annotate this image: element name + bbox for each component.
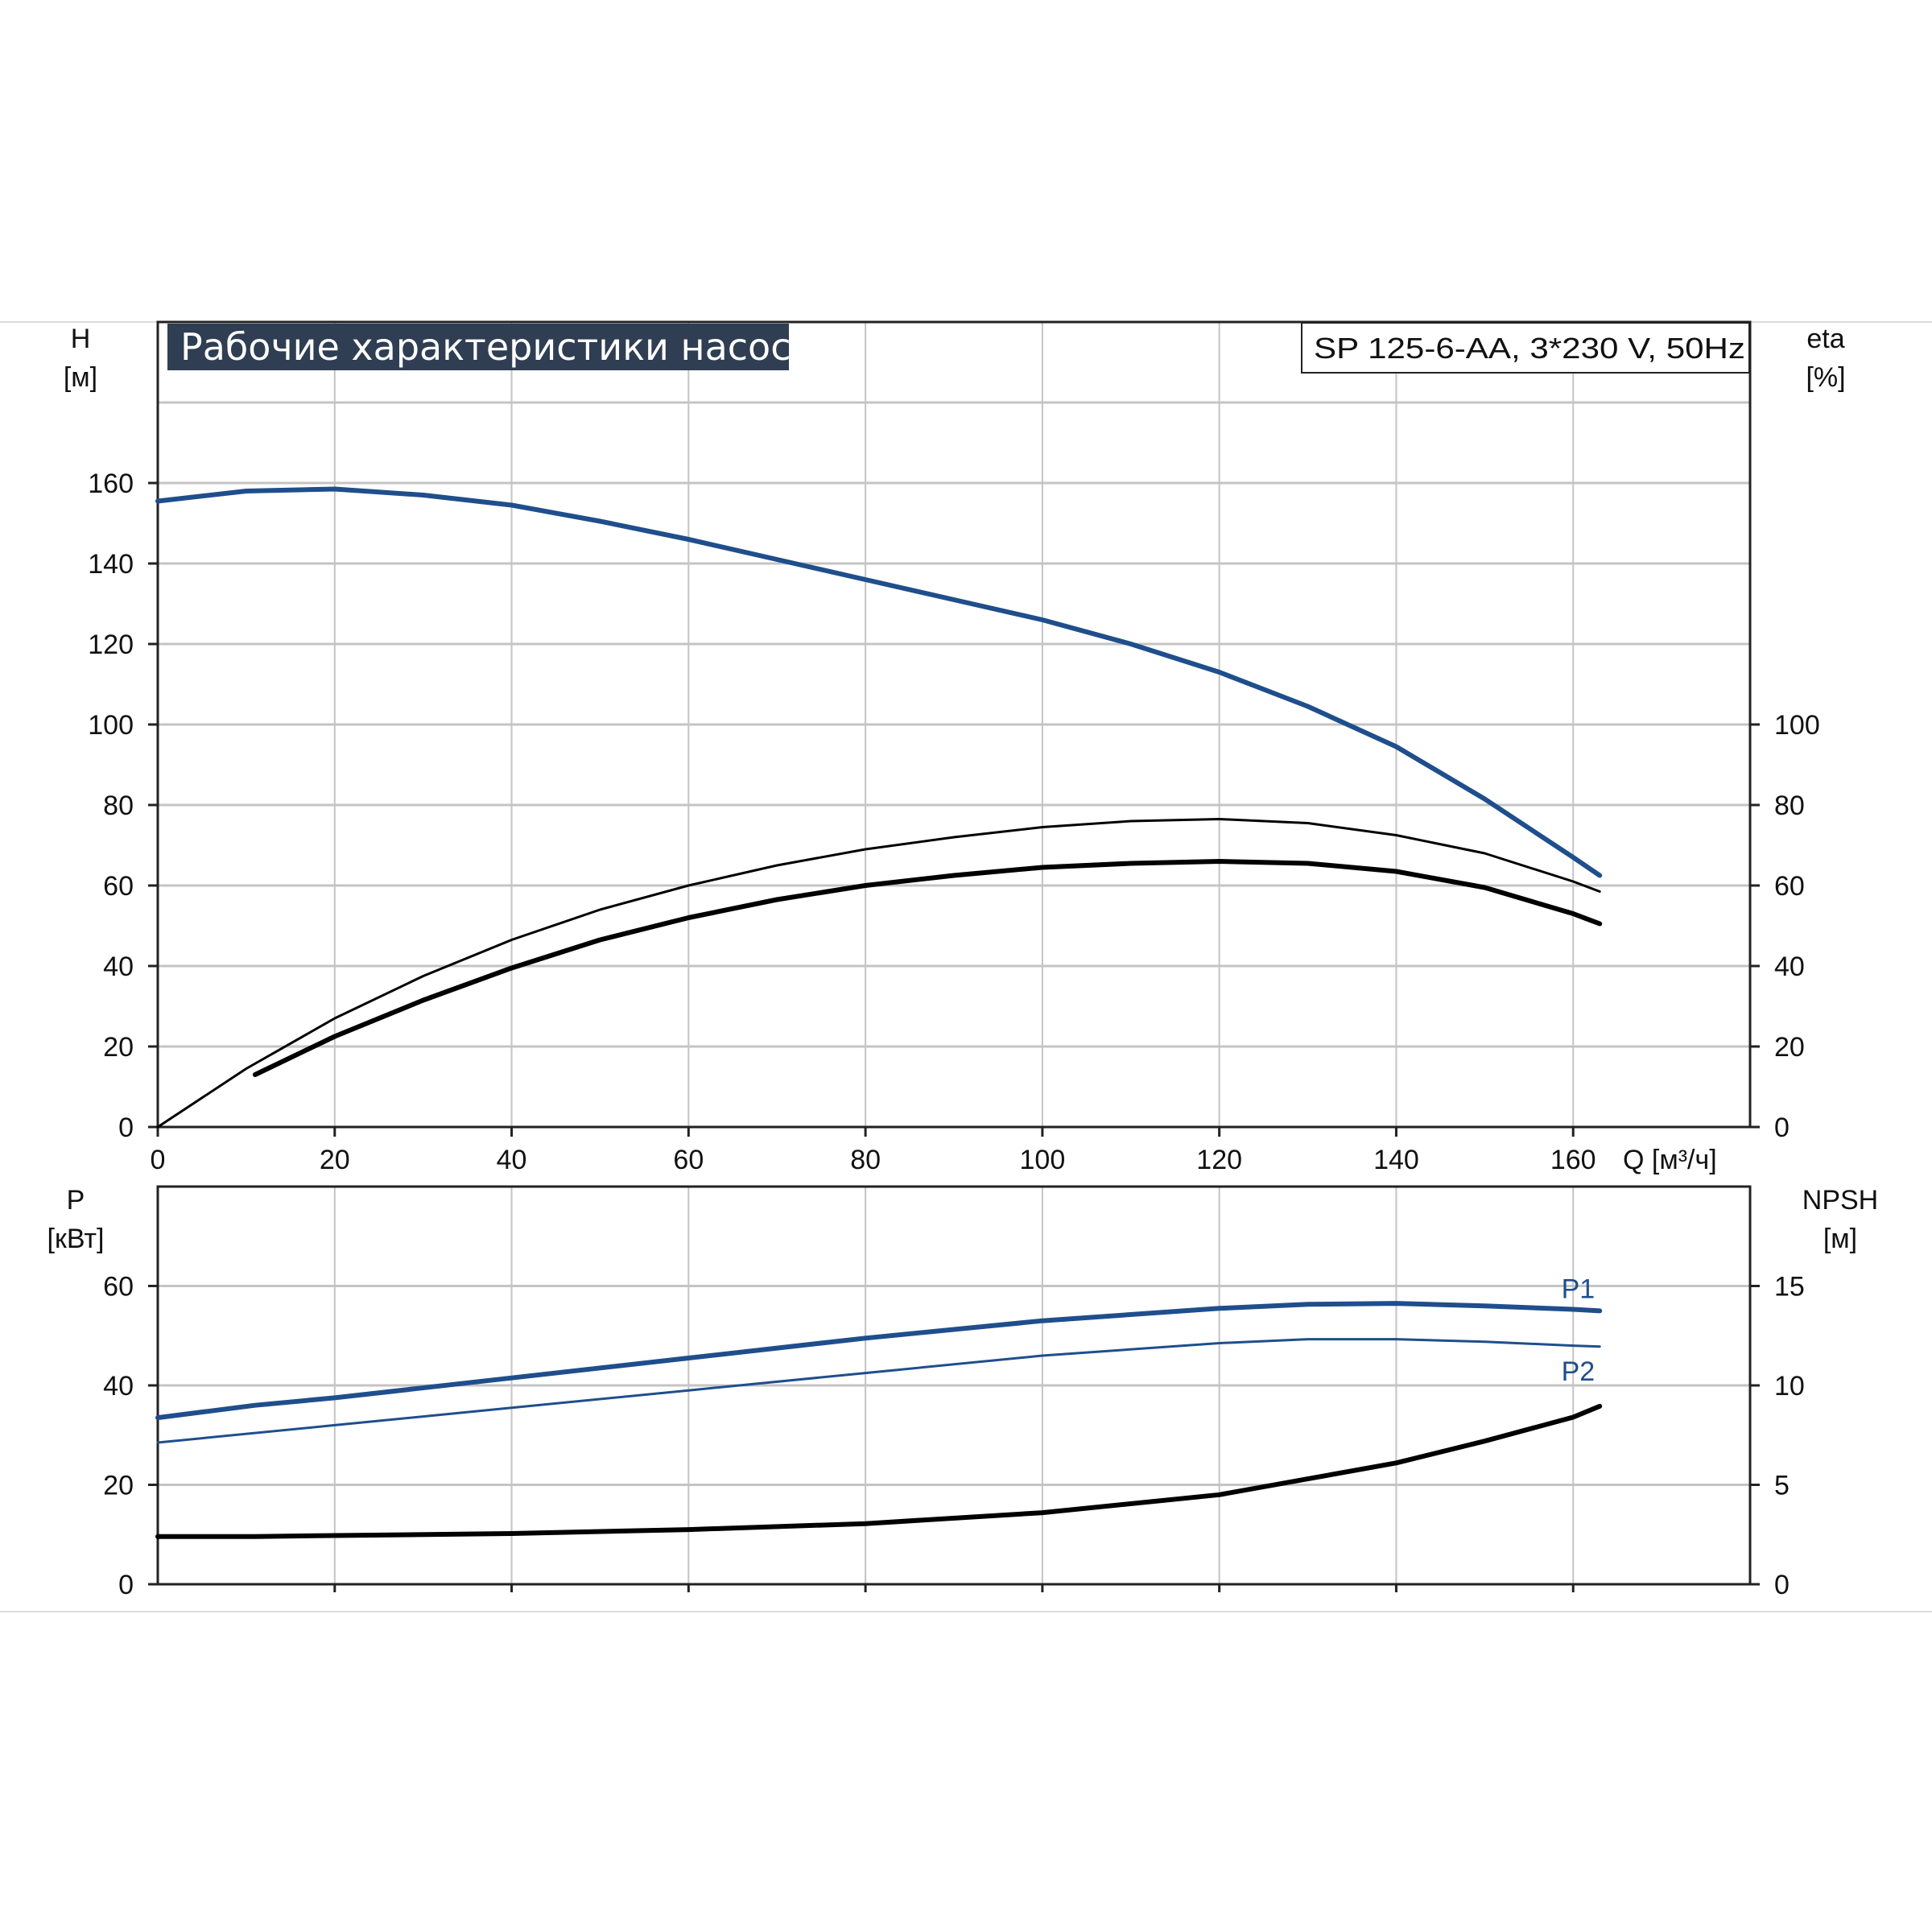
lower-chart: 0 20 40 60 0 5 10 15 P1 P2 P [кВт] NPSH [м] (47, 1185, 1879, 1600)
p2-power-curve (156, 1338, 1601, 1444)
y-tick-label: 160 (88, 469, 134, 499)
y-tick-label: 100 (88, 710, 134, 741)
head-curve (155, 486, 1603, 878)
power-axis-title: P (67, 1185, 85, 1216)
x-tick-label: 100 (1020, 1145, 1066, 1175)
power-axis-unit: [кВт] (47, 1224, 105, 1254)
npsh-tick-label: 10 (1774, 1371, 1805, 1402)
chart-title-background (167, 324, 789, 370)
series-label: P1 (1562, 1274, 1596, 1304)
x-tick-label: 40 (497, 1145, 527, 1175)
lower-y2-ticks: 0 5 10 15 (1750, 1272, 1805, 1600)
efficiency-axis-title: eta (1806, 324, 1844, 354)
efficiency-axis-unit: [%] (1806, 362, 1845, 393)
npsh-curve (155, 1403, 1603, 1539)
efficiency-eta-curve (156, 818, 1601, 1129)
head-axis-unit: [м] (64, 362, 97, 393)
npsh-tick-label: 5 (1774, 1471, 1790, 1501)
y-tick-label: 140 (88, 549, 134, 580)
efficiency-total-curve (252, 859, 1603, 1077)
y2-tick-label: 0 (1774, 1113, 1790, 1143)
y-tick-label: 40 (103, 952, 134, 982)
y2-tick-label: 80 (1774, 791, 1805, 821)
flow-axis-title: Q [м³/ч] (1623, 1145, 1717, 1175)
upper-chart: 0 20 40 60 80 100 120 140 160 0 20 40 60 80 100 120 140… (64, 320, 1846, 1175)
x-tick-label: 60 (673, 1145, 704, 1175)
y2-tick-label: 20 (1774, 1032, 1805, 1063)
y-tick-label: 60 (103, 871, 134, 902)
model-label: SP 125-6-AA, 3*230 V, 50Hz (1314, 332, 1745, 365)
lower-x-tick-marks (333, 1584, 1575, 1592)
power-tick-label: 0 (118, 1570, 134, 1600)
npsh-tick-label: 0 (1774, 1570, 1790, 1600)
upper-y-ticks: 0 20 40 60 80 100 120 140 160 (88, 469, 158, 1143)
lower-y-ticks: 0 20 40 60 (103, 1272, 158, 1600)
npsh-axis-title: NPSH (1802, 1185, 1878, 1216)
y-tick-label: 80 (103, 791, 134, 821)
x-tick-label: 120 (1196, 1145, 1242, 1175)
x-tick-label: 160 (1550, 1145, 1596, 1175)
y2-tick-label: 40 (1774, 952, 1805, 982)
power-tick-label: 20 (103, 1471, 134, 1501)
power-tick-label: 60 (103, 1272, 134, 1302)
y-tick-label: 0 (118, 1113, 134, 1143)
lower-grid (158, 1187, 1750, 1584)
p1-power-curve (155, 1301, 1603, 1421)
upper-curves (155, 486, 1603, 1129)
chart-title: Рабочие характеристики насоса (180, 325, 814, 369)
lower-curves: P1 P2 (155, 1274, 1603, 1539)
y2-tick-label: 100 (1774, 710, 1820, 741)
y2-tick-label: 60 (1774, 871, 1805, 902)
power-tick-label: 40 (103, 1371, 134, 1402)
upper-x-ticks: 0 20 40 60 80 100 120 140 160 (151, 1127, 1596, 1175)
x-tick-label: 0 (151, 1145, 166, 1175)
y-tick-label: 20 (103, 1032, 134, 1063)
x-tick-label: 140 (1373, 1145, 1419, 1175)
upper-y2-ticks: 0 20 40 60 80 100 (1750, 710, 1820, 1143)
npsh-axis-unit: [м] (1823, 1224, 1857, 1254)
y-tick-label: 120 (88, 630, 134, 660)
upper-grid (158, 322, 1750, 1127)
series-label: P2 (1562, 1356, 1596, 1387)
npsh-tick-label: 15 (1774, 1272, 1805, 1302)
x-tick-label: 80 (850, 1145, 881, 1175)
model-label-box (1301, 322, 1750, 374)
head-axis-title: H (71, 324, 91, 354)
x-tick-label: 20 (320, 1145, 350, 1175)
